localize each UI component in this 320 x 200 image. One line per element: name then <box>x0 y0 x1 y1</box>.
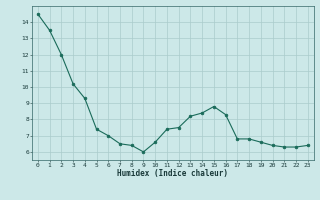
X-axis label: Humidex (Indice chaleur): Humidex (Indice chaleur) <box>117 169 228 178</box>
